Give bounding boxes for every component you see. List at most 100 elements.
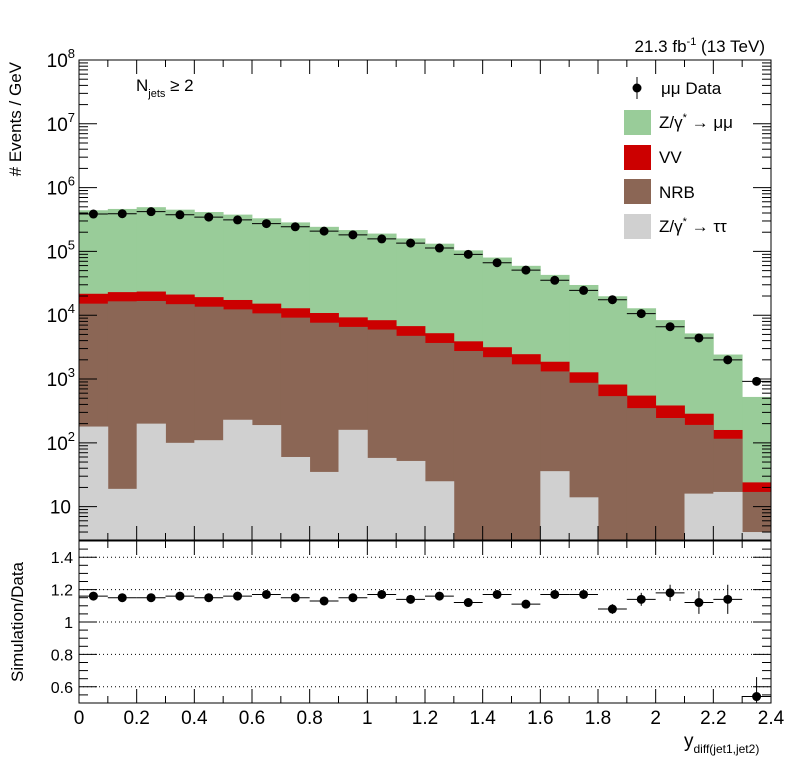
data-point	[117, 209, 127, 219]
bar-ztt	[136, 423, 166, 540]
ratio-point	[752, 692, 762, 702]
data-point	[463, 249, 473, 259]
bar-ztt	[396, 460, 426, 540]
legend-data-label: μμ Data	[661, 79, 722, 98]
bar-nrb	[453, 350, 484, 540]
bar-ztt	[280, 456, 311, 540]
bar-ztt	[684, 493, 714, 540]
data-point	[204, 212, 214, 222]
bar-ztt	[194, 440, 224, 540]
y-tick-label: 108	[47, 46, 75, 72]
data-point	[607, 295, 617, 305]
bar-ztt	[165, 442, 195, 540]
legend: μμ Data Z/γ* → μμ VV NRB Z/γ* → ττ	[624, 77, 733, 239]
ratio-y-tick-label: 1.4	[51, 550, 73, 567]
top-y-axis-label: # Events / GeV	[6, 61, 25, 176]
legend-entry-nrb: NRB	[624, 179, 695, 204]
data-point	[434, 243, 444, 253]
legend-entry-zmm: Z/γ* → μμ	[624, 110, 733, 135]
bar-ztt	[425, 481, 455, 540]
ratio-point	[694, 598, 704, 608]
x-tick-label: 1.2	[412, 708, 438, 729]
ratio-point	[723, 594, 733, 604]
y-tick-label: 104	[47, 301, 75, 327]
data-point	[694, 333, 704, 343]
legend-entry-data: μμ Data	[632, 77, 722, 99]
y-tick-label: 102	[47, 429, 75, 455]
ratio-y-tick-label: 1	[64, 615, 73, 632]
stacked-histogram	[79, 207, 772, 541]
data-point	[550, 275, 560, 285]
bar-ztt	[223, 419, 253, 540]
ratio-plot-axes: 0 0.2 0.4 0.6 0.8 1 1.2 1.4 1.6 1.8 2 2.2 2.4 0.6 0.8 1…	[51, 540, 785, 729]
data-point	[636, 309, 646, 319]
y-tick-label: 105	[47, 237, 75, 263]
ratio-plot-panel: 0 0.2 0.4 0.6 0.8 1 1.2 1.4 1.6 1.8 2 2.2 2.4 0.6 0.8 1…	[8, 540, 785, 729]
ratio-point	[290, 593, 300, 603]
bar-nrb	[482, 357, 512, 540]
ratio-y-tick-label: 1.2	[51, 583, 73, 600]
legend-zmm-label: Z/γ* → μμ	[659, 112, 733, 132]
y-tick-label: 106	[47, 174, 75, 200]
bar-ztt	[367, 457, 397, 540]
main-plot-panel: 10 102 103 104 105 106 107 108 Njets ≥ 2 μμ Dat…	[6, 46, 772, 541]
ratio-point	[521, 599, 531, 609]
y-tick-label: 10	[50, 498, 71, 519]
ratio-y-axis-label: Simulation/Data	[8, 561, 27, 682]
legend-nrb-swatch	[624, 179, 651, 204]
ratio-points	[79, 584, 771, 703]
bar-nrb	[598, 396, 628, 540]
data-point	[88, 209, 98, 219]
legend-entry-vv: VV	[624, 145, 682, 170]
bar-ztt	[107, 488, 138, 540]
bar-ztt	[252, 425, 282, 540]
data-points	[79, 207, 771, 386]
y-tick-label: 107	[47, 110, 75, 136]
ratio-point	[607, 604, 617, 614]
ratio-point	[463, 598, 473, 608]
x-tick-label: 0	[74, 708, 85, 729]
ratio-point	[406, 594, 416, 604]
y-tick-label: 103	[47, 365, 75, 391]
ratio-point	[146, 593, 156, 603]
ratio-point	[636, 594, 646, 604]
bar-ztt	[713, 491, 743, 540]
legend-nrb-label: NRB	[659, 183, 695, 202]
bar-ztt	[79, 426, 109, 540]
data-point	[377, 234, 387, 244]
x-tick-label: 0.8	[296, 708, 322, 729]
data-point	[665, 322, 675, 332]
ratio-point	[204, 593, 214, 603]
ratio-point	[348, 593, 358, 603]
bar-ztt	[338, 429, 368, 540]
legend-data-marker	[632, 83, 642, 93]
bar-nrb	[626, 408, 657, 540]
data-point	[521, 265, 531, 275]
data-point	[348, 230, 358, 240]
x-axis-label: ydiff(jet1,jet2)	[684, 731, 759, 756]
legend-ztt-swatch	[624, 214, 651, 239]
bar-nrb	[655, 418, 685, 540]
data-point	[319, 226, 329, 236]
ratio-point	[550, 589, 560, 599]
ratio-point	[377, 589, 387, 599]
x-tick-label: 1.8	[585, 708, 611, 729]
legend-vv-swatch	[624, 145, 651, 170]
ratio-point	[319, 596, 329, 606]
x-tick-label: 1	[362, 708, 373, 729]
ratio-point	[233, 591, 243, 601]
x-tick-label: 2	[650, 708, 661, 729]
ratio-point	[175, 591, 185, 601]
x-tick-label: 0.2	[123, 708, 149, 729]
data-point	[146, 207, 156, 217]
x-tick-label: 0.6	[239, 708, 265, 729]
data-point	[261, 219, 271, 229]
ratio-point	[434, 591, 444, 601]
bar-ztt	[540, 471, 570, 540]
x-tick-label: 2.2	[700, 708, 726, 729]
data-point	[233, 215, 243, 225]
ratio-point	[665, 588, 675, 598]
data-point	[492, 258, 502, 268]
bar-ztt	[742, 532, 772, 540]
ratio-point	[492, 589, 502, 599]
